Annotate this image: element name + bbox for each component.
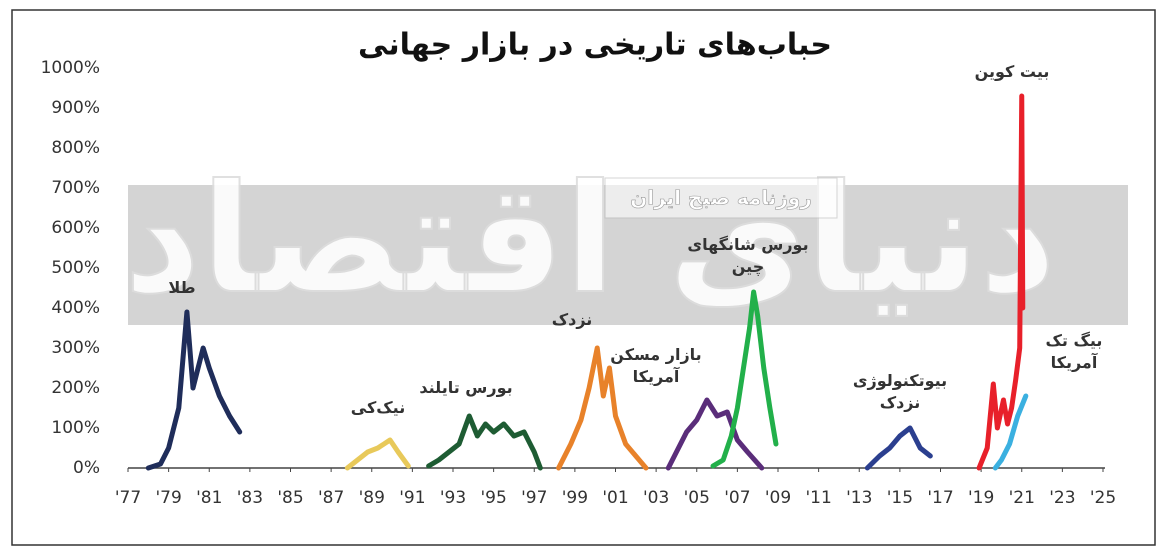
x-tick-label: '01: [602, 488, 628, 508]
x-tick-label: '93: [440, 488, 466, 508]
x-tick-label: '79: [155, 488, 181, 508]
y-tick-label: 700%: [51, 178, 100, 198]
x-tick-label: '07: [724, 488, 750, 508]
x-tick-label: '83: [237, 488, 263, 508]
y-tick-label: 800%: [51, 138, 100, 158]
series-line: [145, 309, 243, 471]
series-label: بیگ تک آمریکا: [1045, 331, 1103, 372]
x-tick-label: '99: [562, 488, 588, 508]
x-tick-label: '15: [887, 488, 913, 508]
x-tick-label: '13: [846, 488, 872, 508]
y-tick-label: 200%: [51, 378, 100, 398]
y-tick-label: 500%: [51, 258, 100, 278]
x-tick-label: '87: [318, 488, 344, 508]
y-tick-label: 100%: [51, 418, 100, 438]
x-tick-label: '91: [399, 488, 425, 508]
x-tick-label: '89: [359, 488, 385, 508]
watermark-tag: روزنامه صبح ایران: [630, 186, 812, 210]
series-label: بورس تایلند: [419, 378, 513, 397]
series-label: بیت کوین: [974, 62, 1050, 81]
y-tick-label: 600%: [51, 218, 100, 238]
series-label: طلا: [168, 278, 196, 297]
series-line: [556, 345, 649, 471]
y-tick-label: 400%: [51, 298, 100, 318]
series-label: بازار مسکن آمریکا: [610, 345, 702, 386]
chart-title: حباب‌های تاریخی در بازار جهانی: [358, 28, 832, 63]
y-tick-label: 0%: [73, 458, 100, 478]
x-tick-label: '21: [1009, 488, 1035, 508]
x-tick-label: '11: [805, 488, 831, 508]
series-line: [864, 425, 933, 471]
series-line: [992, 393, 1029, 471]
x-tick-label: '05: [684, 488, 710, 508]
x-tick-label: '17: [927, 488, 953, 508]
x-tick-label: '81: [196, 488, 222, 508]
x-tick-label: '85: [277, 488, 303, 508]
series-line: [344, 437, 411, 471]
series-label: نزدک: [551, 310, 593, 329]
y-tick-label: 1000%: [41, 58, 100, 78]
x-tick-label: '77: [115, 488, 141, 508]
x-tick-label: '25: [1090, 488, 1116, 508]
watermark: دنیای اقتصاد: [124, 153, 1057, 327]
x-tick-label: '19: [968, 488, 994, 508]
series-line: [426, 413, 543, 471]
series-line: [665, 397, 765, 471]
series-label: بورس شانگهای چین: [687, 235, 809, 276]
x-tick-label: '03: [643, 488, 669, 508]
series-line: [976, 93, 1026, 471]
y-tick-label: 300%: [51, 338, 100, 358]
x-tick-label: '95: [480, 488, 506, 508]
series-label: بیوتکنولوژی نزدک: [852, 371, 948, 412]
x-tick-label: '23: [1049, 488, 1075, 508]
series-line: [710, 289, 779, 469]
series-label: نیک‌کی: [350, 398, 406, 417]
x-tick-label: '97: [521, 488, 547, 508]
x-tick-label: '09: [765, 488, 791, 508]
y-tick-label: 900%: [51, 98, 100, 118]
watermark-tag-box: [604, 177, 838, 219]
